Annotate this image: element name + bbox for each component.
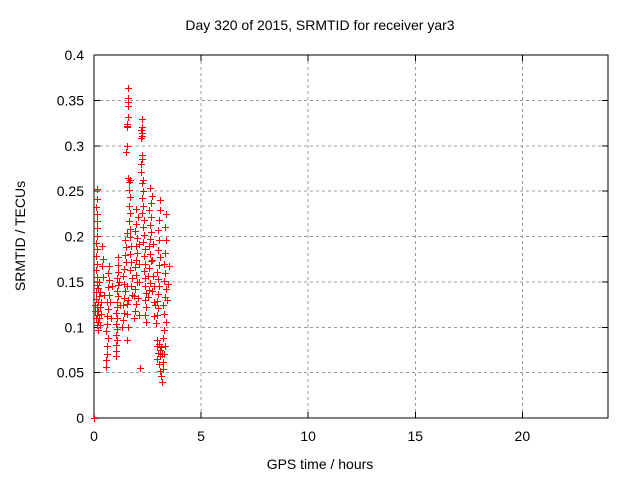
x-tick-label: 20 (515, 428, 531, 444)
x-tick-label: 5 (197, 428, 205, 444)
axis-ticks (93, 54, 608, 419)
chart-title: Day 320 of 2015, SRMTID for receiver yar… (185, 17, 455, 33)
plot-border (93, 54, 609, 419)
x-tick-label: 15 (407, 428, 423, 444)
y-tick-label: 0.4 (65, 47, 85, 63)
y-tick-label: 0.1 (65, 319, 85, 335)
x-tick-label: 0 (90, 428, 98, 444)
x-tick-labels: 0 5 10 15 20 (90, 428, 530, 444)
x-tick-label: 10 (300, 428, 316, 444)
y-tick-label: 0.35 (57, 92, 84, 108)
x-axis-label: GPS time / hours (266, 456, 374, 472)
y-tick-label: 0.25 (57, 183, 84, 199)
grid-lines (94, 55, 608, 418)
data-points (91, 85, 173, 422)
y-tick-label: 0.05 (57, 365, 84, 381)
y-tick-label: 0.15 (57, 274, 84, 290)
y-tick-label: 0.3 (65, 138, 85, 154)
y-tick-label: 0.2 (65, 229, 85, 245)
y-tick-labels: 0 0.05 0.1 0.15 0.2 0.25 0.3 0.35 0.4 (57, 47, 84, 426)
y-tick-label: 0 (76, 410, 84, 426)
